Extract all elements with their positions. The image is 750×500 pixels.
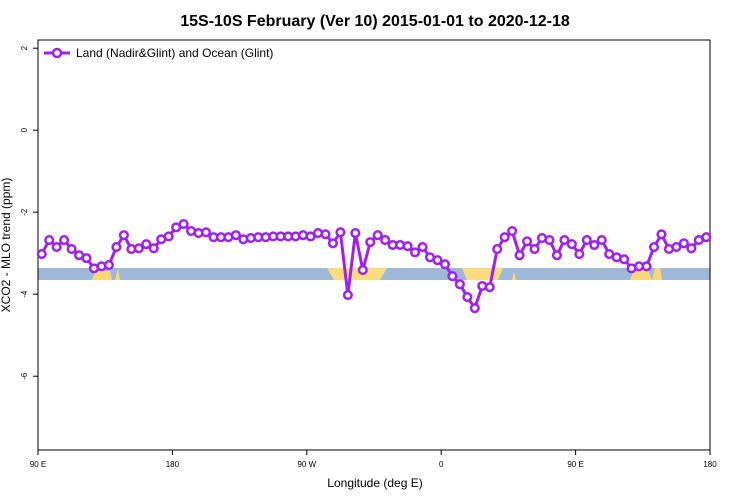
data-point	[372, 230, 383, 241]
x-tick-label: 90 E	[567, 460, 583, 469]
legend: Land (Nadir&Glint) and Ocean (Glint)	[44, 46, 273, 60]
data-point	[103, 260, 114, 271]
data-point	[380, 235, 391, 246]
data-point	[522, 236, 533, 247]
land-patch	[512, 271, 516, 280]
data-point	[529, 244, 540, 255]
legend-label: Land (Nadir&Glint) and Ocean (Glint)	[76, 46, 273, 60]
data-point	[574, 248, 585, 260]
data-point	[200, 227, 212, 238]
legend-marker	[51, 47, 63, 59]
y-tick-label: 0	[20, 127, 29, 132]
data-point	[619, 254, 630, 265]
y-tick-label: 2	[20, 45, 29, 50]
data-point	[656, 229, 667, 240]
data-point	[133, 243, 144, 254]
land-patch	[630, 270, 652, 280]
data-point	[320, 229, 331, 240]
data-point	[402, 241, 413, 252]
data-point	[230, 230, 241, 241]
data-point	[335, 227, 346, 238]
x-tick-label: 90 E	[30, 460, 46, 469]
data-point	[178, 219, 189, 230]
data-point	[507, 226, 518, 237]
data-point	[365, 237, 376, 248]
data-point	[357, 264, 368, 276]
data-point	[36, 248, 47, 260]
data-point	[44, 235, 55, 246]
data-point	[148, 243, 159, 254]
data-point	[596, 235, 607, 246]
data-point	[454, 279, 465, 290]
data-point	[111, 242, 122, 253]
data-point	[66, 244, 77, 255]
data-point	[417, 242, 428, 253]
data-point	[327, 238, 338, 249]
data-point	[118, 230, 129, 241]
data-point	[499, 232, 510, 243]
data-point	[59, 235, 70, 246]
x-axis-label: Longitude (deg E)	[327, 476, 422, 490]
data-point	[559, 235, 570, 246]
land-mask	[38, 268, 710, 280]
y-tick-label: -6	[20, 372, 29, 380]
data-point	[514, 250, 525, 261]
land-patch	[652, 268, 662, 280]
data-point	[544, 235, 555, 246]
data-point	[641, 261, 652, 272]
plot-frame	[37, 39, 711, 451]
data-point	[350, 228, 361, 239]
data-point	[469, 303, 480, 314]
data-point	[701, 232, 712, 243]
data-point	[671, 242, 682, 253]
data-point	[551, 250, 562, 261]
land-patch	[115, 268, 120, 280]
data-point	[432, 255, 443, 266]
x-tick-label: 90 W	[297, 460, 316, 469]
data-point	[81, 253, 92, 264]
data-point	[484, 282, 495, 293]
data-point	[589, 239, 600, 251]
data-point	[492, 244, 503, 255]
data-point	[51, 242, 62, 253]
x-tick-label: 180	[166, 460, 180, 469]
data-point	[163, 231, 174, 242]
data-point	[566, 239, 577, 250]
data-point	[462, 292, 473, 303]
x-tick-label: 0	[439, 460, 444, 469]
data-point	[678, 238, 689, 249]
x-tick-label: 180	[703, 460, 717, 469]
data-point	[141, 239, 152, 250]
data-point	[410, 247, 421, 258]
y-tick-label: -2	[20, 208, 29, 216]
data-point	[439, 259, 450, 270]
land-patch	[327, 268, 387, 280]
y-axis-label: XCO2 - MLO trend (ppm)	[0, 178, 13, 313]
chart-title: 15S-10S February (Ver 10) 2015-01-01 to …	[180, 13, 570, 30]
data-point	[581, 235, 592, 246]
data-point	[342, 289, 353, 301]
land-patch	[462, 268, 503, 280]
land-patch	[92, 271, 112, 280]
data-point	[447, 271, 458, 282]
y-tick-label: -4	[20, 290, 29, 298]
data-point	[648, 242, 660, 253]
data-point	[686, 243, 697, 254]
